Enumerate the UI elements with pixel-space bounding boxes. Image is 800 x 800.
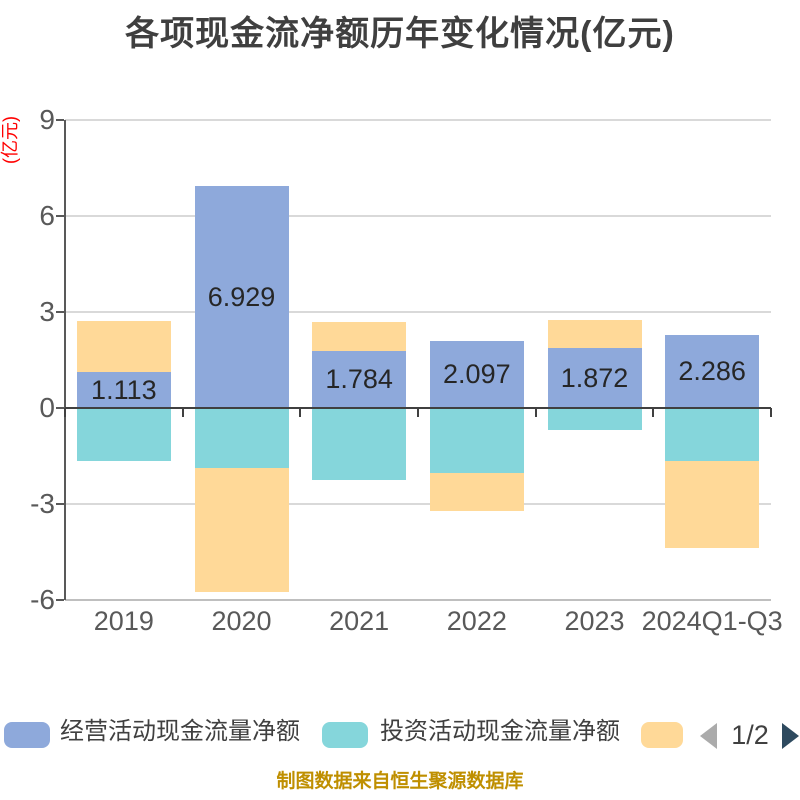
y-tick-label-6: 6 [39, 200, 55, 231]
legend-label-investing-cashflow: 投资活动现金流量净额 [380, 718, 620, 745]
bar-segment-series1-2019 [76, 372, 171, 408]
x-axis-label-2019: 2019 [93, 606, 154, 636]
bar-segment-series2-2020 [194, 408, 289, 469]
x-axis-tick-6 [770, 408, 772, 417]
x-axis-tick-3 [417, 408, 419, 417]
pagination-next-icon[interactable] [782, 723, 799, 749]
x-axis-tick-5 [652, 408, 655, 417]
y-axis-tick-9 [56, 119, 64, 121]
bar-value-label-2020: 6.929 [207, 282, 276, 313]
gridline-9 [65, 119, 771, 121]
y-tick-label--6: -6 [30, 584, 55, 615]
bar-segment-series3-2019 [76, 320, 171, 373]
bar-segment-series1-2022 [429, 340, 524, 408]
y-axis-tick-6 [56, 215, 64, 217]
gridline--6 [65, 599, 771, 601]
bar-segment-series1-2024Q1-Q3 [665, 334, 760, 408]
bar-segment-series2-2024Q1-Q3 [665, 408, 760, 462]
bar-segment-series3-2021 [312, 322, 407, 351]
bar-segment-series2-2022 [429, 408, 524, 473]
bar-segment-series2-2019 [76, 408, 171, 462]
x-axis-tick-1 [181, 408, 184, 417]
chart-title: 各项现金流净额历年变化情况(亿元) [125, 15, 675, 53]
y-axis-line [64, 120, 66, 600]
y-tick-label-3: 3 [39, 296, 55, 327]
bar-segment-series1-2023 [547, 348, 642, 408]
bar-value-label-2024Q1-Q3: 2.286 [678, 356, 746, 387]
gridline-6 [65, 215, 771, 217]
legend-swatch-operating-cashflow [4, 722, 50, 748]
y-axis-tick--6 [56, 599, 64, 601]
x-axis-label-2021: 2021 [329, 606, 390, 636]
bar-segment-series3-2023 [547, 319, 642, 349]
bar-value-label-2023: 1.872 [560, 363, 629, 394]
bar-segment-series3-2024Q1-Q3 [665, 461, 760, 548]
y-tick-label-9: 9 [39, 104, 55, 135]
bar-value-label-2021: 1.784 [325, 364, 393, 395]
bar-value-label-2019: 1.113 [91, 375, 157, 406]
y-tick-label--3: -3 [30, 488, 55, 519]
x-axis-tick-4 [534, 408, 537, 417]
bar-segment-series2-2023 [547, 408, 642, 431]
y-tick-label-0: 0 [39, 392, 55, 423]
x-axis-label-2024Q1-Q3: 2024Q1-Q3 [641, 606, 783, 636]
bar-segment-series1-2020 [194, 186, 289, 408]
bar-segment-series1-2021 [312, 350, 407, 408]
y-axis-tick--3 [56, 503, 64, 505]
legend-swatch-third-series [641, 722, 683, 748]
gridline-3 [65, 311, 771, 313]
x-axis-label-2022: 2022 [446, 606, 507, 636]
x-axis-label-2023: 2023 [564, 606, 625, 636]
x-axis-tick-2 [299, 408, 302, 417]
legend-swatch-investing-cashflow [322, 722, 368, 748]
y-axis-tick-3 [56, 311, 64, 313]
bar-segment-series3-2022 [429, 472, 524, 511]
pagination-page-indicator: 1/2 [731, 720, 769, 750]
y-axis-tick-0 [56, 407, 64, 409]
footer-source-note: 制图数据来自恒生聚源数据库 [276, 771, 524, 792]
bar-segment-series3-2020 [194, 468, 289, 592]
bar-segment-series2-2021 [312, 408, 407, 480]
pagination-prev-icon[interactable] [700, 723, 717, 749]
bar-value-label-2022: 2.097 [443, 359, 511, 390]
legend-label-operating-cashflow: 经营活动现金流量净额 [60, 718, 300, 745]
x-axis-label-2020: 2020 [211, 606, 272, 636]
x-axis-tick-0 [64, 408, 66, 417]
gridline--3 [65, 503, 771, 505]
